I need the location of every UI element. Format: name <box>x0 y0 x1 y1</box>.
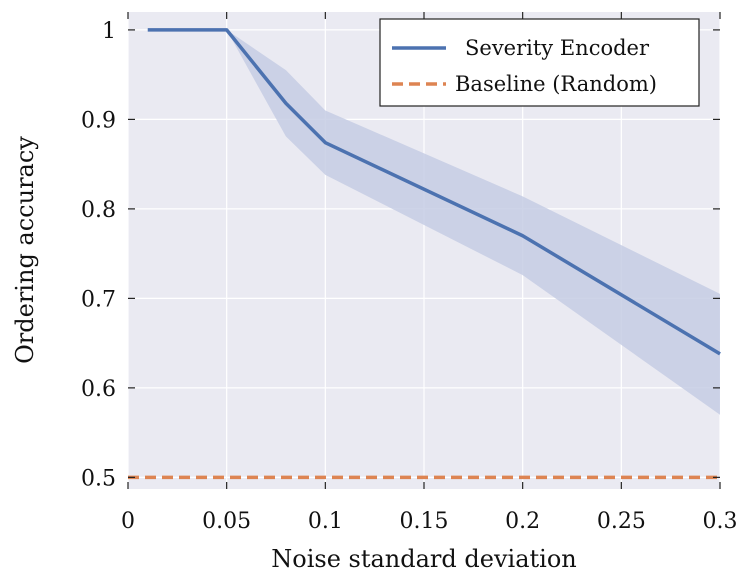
y-tick-label: 1 <box>102 19 116 44</box>
x-tick-label: 0.2 <box>505 509 540 534</box>
series-line-severity-encoder <box>147 28 721 356</box>
legend-box <box>379 18 700 107</box>
y-tick-label: 0.6 <box>81 377 116 402</box>
tick-marks <box>127 12 721 489</box>
x-tick-label: 0.15 <box>400 509 449 534</box>
x-tick-label: 0.05 <box>202 509 251 534</box>
x-tick-label: 0.3 <box>703 509 738 534</box>
legend-label-severity-encoder: Severity Encoder <box>465 36 650 60</box>
x-axis-title: Noise standard deviation <box>271 545 576 573</box>
legend: Severity Encoder Baseline (Random) <box>379 18 700 107</box>
confidence-band <box>147 29 720 415</box>
y-axis-title: Ordering accuracy <box>11 136 39 364</box>
y-tick-label: 0.7 <box>81 287 116 312</box>
legend-label-baseline: Baseline (Random) <box>455 72 657 96</box>
x-tick-label: 0.25 <box>597 509 646 534</box>
x-tick-labels: 0 0.05 0.1 0.15 0.2 0.25 0.3 <box>121 509 738 534</box>
y-tick-label: 0.9 <box>81 108 116 133</box>
y-tick-labels: 0.5 0.6 0.7 0.8 0.9 1 <box>81 19 116 491</box>
y-tick-label: 0.5 <box>81 466 116 491</box>
x-tick-label: 0 <box>121 509 135 534</box>
y-tick-label: 0.8 <box>81 198 116 223</box>
x-tick-label: 0.1 <box>308 509 343 534</box>
series-layer <box>128 28 721 480</box>
confidence-band-layer <box>147 29 720 415</box>
